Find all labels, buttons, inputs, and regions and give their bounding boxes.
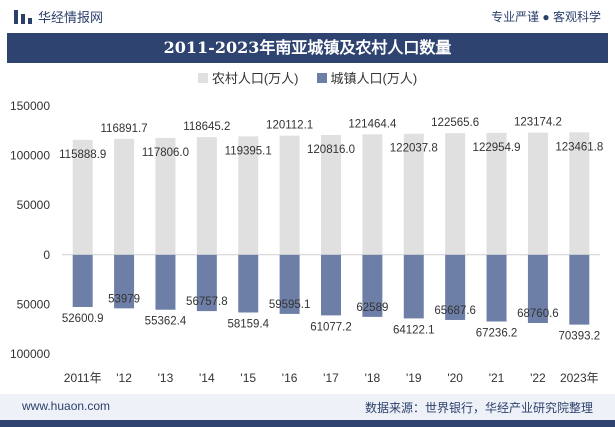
footer-source: 数据来源：世界银行，华经产业研究院整理 [364, 401, 593, 415]
data-label-rural: 118645.2 [183, 121, 230, 133]
bar-urban [279, 254, 300, 314]
legend-item-rural: 农村人口(万人) [197, 68, 299, 87]
data-label-urban: 67236.2 [476, 327, 518, 339]
data-label-urban: 65687.6 [434, 305, 476, 317]
bottom-strip [0, 420, 615, 427]
bar-rural [72, 139, 93, 255]
footer: www.huaon.com 数据来源：世界银行，华经产业研究院整理 [0, 394, 615, 420]
bar-urban [114, 254, 135, 309]
bar-rural [527, 132, 548, 255]
data-label-urban: 68760.6 [517, 308, 559, 320]
legend-label-urban: 城镇人口(万人) [330, 71, 418, 86]
x-tick-label: '14 [199, 371, 215, 385]
y-tick-label: 100000 [10, 347, 50, 361]
brand[interactable]: 华经情报网 [14, 7, 103, 26]
data-label-rural: 122565.6 [431, 117, 479, 129]
data-label-urban: 53979 [108, 293, 140, 305]
data-label-rural: 120816.0 [307, 144, 355, 156]
chart-title: 2011-2023年南亚城镇及农村人口数量 [163, 38, 452, 57]
data-label-urban: 52600.9 [62, 313, 104, 325]
brand-name: 华经情报网 [38, 10, 104, 25]
bar-urban [403, 254, 424, 319]
data-label-rural: 120112.1 [266, 120, 313, 132]
bar-rural [279, 135, 300, 255]
bar-rural [196, 137, 217, 255]
bar-urban [238, 254, 259, 313]
bar-urban [155, 254, 176, 310]
data-label-rural: 117806.0 [142, 147, 189, 159]
data-label-urban: 62589 [356, 302, 388, 314]
bar-rural [569, 132, 590, 255]
data-label-rural: 123174.2 [514, 117, 562, 129]
legend-label-rural: 农村人口(万人) [211, 71, 299, 86]
data-label-rural: 122954.9 [473, 142, 521, 154]
y-tick-label: 100000 [10, 149, 50, 163]
population-bar-chart: 150000 100000 50000 0 50000 100000 115888.9 526… [10, 99, 603, 385]
x-tick-label: 2023年 [560, 371, 599, 385]
bar-urban [527, 254, 548, 324]
x-tick-label: '21 [489, 371, 505, 385]
title-bar: 2011-2023年南亚城镇及农村人口数量 [7, 33, 608, 63]
bar-rural [321, 134, 341, 255]
bar-rural [362, 134, 383, 255]
y-tick-label: 0 [43, 248, 50, 262]
x-tick-label: 2011年 [64, 371, 102, 385]
y-tick-label: 150000 [10, 99, 50, 113]
data-label-rural: 119395.1 [225, 145, 272, 157]
legend-item-urban: 城镇人口(万人) [316, 68, 418, 87]
data-label-rural: 123461.8 [555, 141, 603, 153]
x-tick-label: '16 [282, 371, 298, 385]
data-label-urban: 70393.2 [559, 331, 601, 343]
data-label-urban: 61077.2 [310, 321, 352, 333]
data-label-urban: 55362.4 [145, 316, 187, 328]
bar-urban [362, 254, 383, 317]
bar-rural [155, 137, 176, 255]
bar-rural [486, 132, 507, 255]
data-label-rural: 122037.8 [390, 143, 438, 155]
x-tick-label: '12 [116, 371, 132, 385]
bar-urban [445, 254, 466, 320]
legend-swatch-rural [197, 72, 208, 83]
x-tick-label: '18 [365, 371, 381, 385]
bar-urban [196, 254, 217, 312]
brand-logo-icon [14, 9, 32, 24]
y-tick-label: 50000 [17, 297, 51, 311]
footer-url[interactable]: www.huaon.com [22, 399, 111, 413]
bar-urban [72, 254, 93, 307]
top-bar: 华经情报网 专业严谨 ● 客观科学 [0, 0, 615, 34]
bar-rural [114, 138, 135, 255]
data-label-urban: 64122.1 [393, 324, 435, 336]
bar-urban [486, 254, 507, 322]
x-tick-label: '15 [240, 371, 256, 385]
data-label-rural: 115888.9 [59, 149, 106, 161]
bar-urban [321, 254, 341, 316]
data-label-urban: 59595.1 [269, 299, 311, 311]
bar-urban [569, 254, 590, 325]
x-tick-label: '19 [406, 371, 422, 385]
x-tick-label: '13 [158, 371, 174, 385]
x-tick-label: '22 [530, 371, 546, 385]
bar-rural [403, 133, 424, 255]
bar-rural [238, 136, 259, 255]
y-tick-label: 50000 [17, 198, 51, 212]
data-label-urban: 56757.8 [186, 296, 228, 308]
data-label-urban: 58159.4 [227, 318, 269, 330]
legend-swatch-urban [316, 72, 327, 83]
data-label-rural: 121464.4 [348, 118, 397, 130]
data-label-rural: 116891.7 [101, 123, 148, 135]
bar-rural [445, 133, 466, 255]
tagline: 专业严谨 ● 客观科学 [491, 10, 601, 24]
chart-legend: 农村人口(万人) 城镇人口(万人) [0, 68, 615, 87]
x-tick-label: '17 [323, 371, 339, 385]
x-tick-label: '20 [447, 371, 463, 385]
